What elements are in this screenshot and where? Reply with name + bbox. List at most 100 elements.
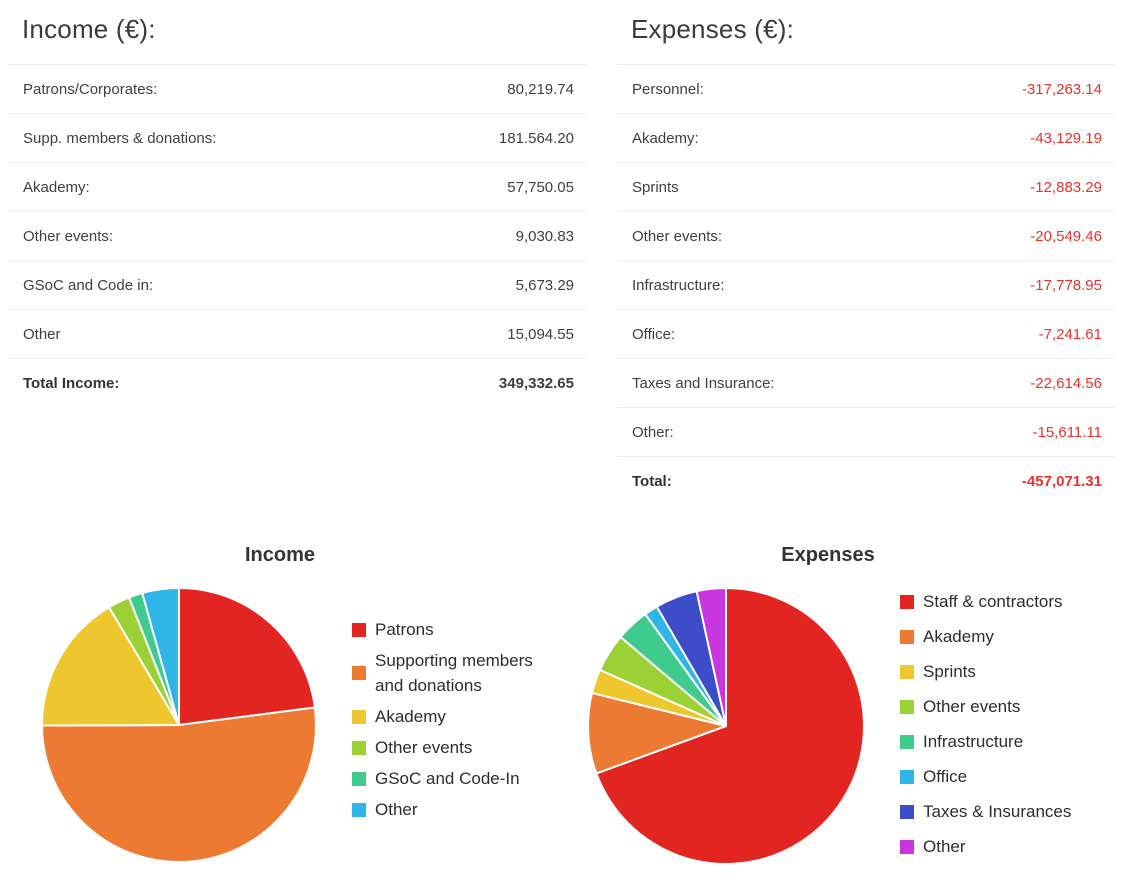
row-value: 349,332.65 [498,374,574,392]
legend-swatch-icon [900,734,914,749]
legend-swatch-icon [352,622,366,637]
table-total-row: Total Income: 349,332.65 [8,358,586,407]
income-pie[interactable] [41,587,317,863]
pie-slice[interactable] [587,691,727,775]
pie-slice[interactable] [695,587,727,727]
table-row: Sprints -12,883.29 [617,162,1114,211]
table-total-row: Total: -457,071.31 [617,456,1114,505]
legend-item[interactable]: Staff & contractors [900,589,1071,614]
row-label: Other events: [632,227,723,245]
row-label: Sprints [632,178,679,196]
legend-swatch-icon [900,629,914,644]
legend-swatch-icon [900,769,914,784]
pie-slice[interactable] [178,587,316,726]
legend-swatch-icon [900,699,914,714]
row-value: 80,219.74 [507,80,574,98]
legend-item[interactable]: Supporting members and donations [352,648,553,698]
income-table: Patrons/Corporates: 80,219.74 Supp. member… [8,64,586,407]
legend-item[interactable]: Office [900,764,1071,789]
legend-item[interactable]: Other [352,797,553,822]
legend-label: Other [375,800,418,819]
row-label: Supp. members & donations: [23,129,217,147]
row-value: -457,071.31 [1021,472,1102,490]
legend-label: Other events [375,738,473,757]
legend-swatch-icon [900,664,914,679]
legend-label: Akademy [375,707,446,726]
row-value: 181.564.20 [498,129,574,147]
legend-label: Office [923,767,968,786]
income-chart-body: Patrons Supporting members and donations A… [0,587,568,863]
row-value: -15,611.11 [1032,423,1103,441]
legend-item[interactable]: Akademy [352,704,553,729]
charts-section: Income Patrons Supporting members and don… [0,544,1136,869]
row-value: -7,241.61 [1038,325,1102,343]
legend-item[interactable]: Akademy [900,624,1071,649]
row-label: Akademy: [632,129,699,147]
table-row: Infrastructure: -17,778.95 [617,260,1114,309]
table-row: Other: -15,611.11 [617,407,1114,456]
row-value: 15,094.55 [507,325,574,343]
expenses-chart-title: Expenses [781,544,875,566]
income-pie-chart: Income Patrons Supporting members and don… [0,544,568,869]
legend-label: Taxes & Insurances [923,802,1072,821]
legend-label: GSoC and Code-In [375,769,520,788]
table-row: Other events: 9,030.83 [8,211,586,260]
legend-item[interactable]: Other events [352,735,553,760]
legend-label: Infrastructure [923,732,1024,751]
row-label: Patrons/Corporates: [23,80,158,98]
income-legend: Patrons Supporting members and donations A… [352,617,553,828]
income-table-title: Income (€): [22,14,156,44]
row-label: Total Income: [23,374,120,392]
row-label: Office: [632,325,676,343]
legend-swatch-icon [900,804,914,819]
legend-item[interactable]: Other events [900,694,1071,719]
table-row: Other 15,094.55 [8,309,586,358]
row-value: -20,549.46 [1030,227,1102,245]
table-row: Personnel: -317,263.14 [617,64,1114,113]
row-label: Personnel: [632,80,704,98]
row-label: Other events: [23,227,114,245]
expenses-pie[interactable] [587,587,865,865]
pie-slice[interactable] [41,606,180,727]
expenses-table: Personnel: -317,263.14 Akademy: -43,129.19 S… [617,64,1114,505]
row-value: 57,750.05 [507,178,574,196]
legend-item[interactable]: Sprints [900,659,1071,684]
legend-item[interactable]: Patrons [352,617,553,642]
legend-item[interactable]: Infrastructure [900,729,1071,754]
legend-swatch-icon [900,594,914,609]
legend-item[interactable]: GSoC and Code-In [352,766,553,791]
row-value: 5,673.29 [515,276,574,294]
legend-item[interactable]: Other [900,834,1071,859]
table-row: Patrons/Corporates: 80,219.74 [8,64,586,113]
row-label: Infrastructure: [632,276,725,294]
legend-label: Other [923,837,966,856]
income-panel: Income (€): Patrons/Corporates: 80,219.74… [8,12,586,407]
expenses-legend: Staff & contractors Akademy Sprints Other e… [900,589,1071,869]
table-row: GSoC and Code in: 5,673.29 [8,260,586,309]
row-label: Akademy: [23,178,90,196]
legend-label: Other events [923,697,1021,716]
pie-slice[interactable] [141,587,180,726]
row-value: -317,263.14 [1021,80,1102,98]
expenses-table-title: Expenses (€): [631,14,795,44]
legend-swatch-icon [352,740,366,755]
legend-swatch-icon [352,802,366,817]
row-label: Taxes and Insurance: [632,374,775,392]
legend-label: Sprints [923,662,976,681]
row-value: -43,129.19 [1030,129,1102,147]
table-row: Akademy: -43,129.19 [617,113,1114,162]
pie-slice[interactable] [595,587,865,865]
expenses-panel: Expenses (€): Personnel: -317,263.14 Akade… [617,12,1114,505]
table-row: Akademy: 57,750.05 [8,162,586,211]
row-value: -22,614.56 [1030,374,1102,392]
row-label: Other [23,325,61,343]
row-label: Total: [632,472,672,490]
row-label: GSoC and Code in: [23,276,154,294]
legend-swatch-icon [900,839,914,854]
pie-slice[interactable] [41,706,317,863]
expenses-pie-chart: Expenses Staff & contractors Akademy Sprin… [568,544,1136,869]
legend-item[interactable]: Taxes & Insurances [900,799,1071,824]
legend-label: Patrons [375,620,434,639]
legend-label: Akademy [923,627,994,646]
